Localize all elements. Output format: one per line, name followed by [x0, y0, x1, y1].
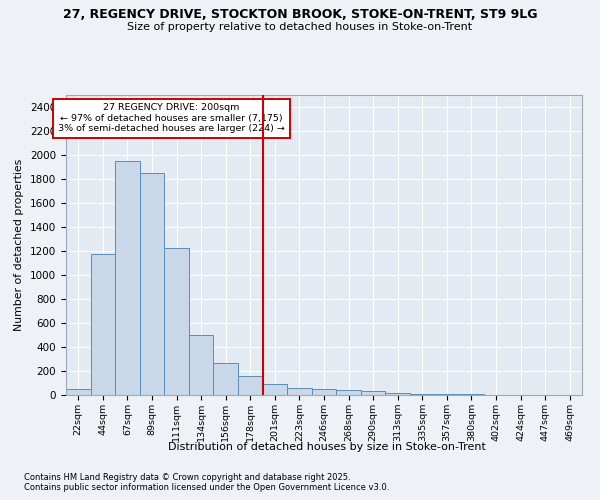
Bar: [66, 389, 91, 395]
Bar: [263, 384, 287, 395]
Bar: [361, 392, 385, 395]
Y-axis label: Number of detached properties: Number of detached properties: [14, 159, 25, 331]
Bar: [115, 161, 140, 395]
Bar: [238, 376, 263, 395]
Bar: [385, 393, 410, 395]
Bar: [287, 388, 312, 395]
Text: Contains public sector information licensed under the Open Government Licence v3: Contains public sector information licen…: [24, 482, 389, 492]
Bar: [336, 390, 361, 395]
Bar: [410, 394, 434, 395]
Text: Size of property relative to detached houses in Stoke-on-Trent: Size of property relative to detached ho…: [127, 22, 473, 32]
Bar: [214, 362, 238, 395]
Bar: [459, 394, 484, 395]
Bar: [140, 173, 164, 395]
Bar: [189, 335, 214, 395]
Text: 27 REGENCY DRIVE: 200sqm
← 97% of detached houses are smaller (7,175)
3% of semi: 27 REGENCY DRIVE: 200sqm ← 97% of detach…: [58, 104, 285, 133]
Text: Contains HM Land Registry data © Crown copyright and database right 2025.: Contains HM Land Registry data © Crown c…: [24, 472, 350, 482]
Bar: [434, 394, 459, 395]
Text: 27, REGENCY DRIVE, STOCKTON BROOK, STOKE-ON-TRENT, ST9 9LG: 27, REGENCY DRIVE, STOCKTON BROOK, STOKE…: [63, 8, 537, 20]
Bar: [312, 389, 336, 395]
Text: Distribution of detached houses by size in Stoke-on-Trent: Distribution of detached houses by size …: [168, 442, 486, 452]
Bar: [91, 254, 115, 395]
Bar: [164, 248, 189, 395]
